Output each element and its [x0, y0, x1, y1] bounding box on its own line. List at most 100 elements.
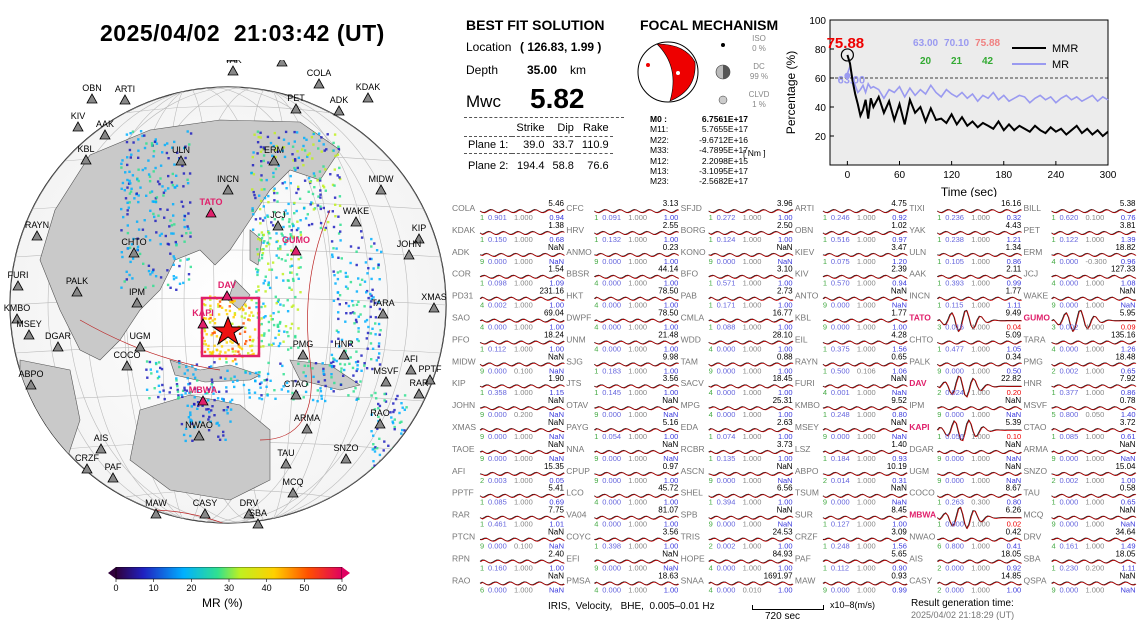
- station-marker[interactable]: RAYN: [25, 220, 49, 241]
- waveform-trace[interactable]: COR 1.54 1 0.098 1.000 1.09: [452, 265, 565, 288]
- waveform-trace[interactable]: HKT 78.50 4 0.000 1.000 1.00: [566, 287, 679, 310]
- waveform-trace[interactable]: BFO 3.10 1 0.571 1.000 1.00: [681, 265, 794, 288]
- station-marker[interactable]: COCO: [114, 350, 141, 371]
- station-marker[interactable]: OBN: [82, 83, 102, 104]
- waveform-trace[interactable]: SNZO 15.04 2 0.002 1.000 1.00: [1024, 462, 1137, 485]
- station-marker[interactable]: KIV: [71, 111, 86, 132]
- waveform-trace[interactable]: SPB NaN 9 0.000 1.000 NaN: [681, 506, 794, 529]
- station-marker[interactable]: SNZO: [333, 443, 359, 464]
- waveform-trace[interactable]: AFI 15.35 2 0.003 1.000 0.05: [452, 462, 565, 485]
- waveform-trace[interactable]: CMLA 16.77 1 0.088 1.000 1.00: [681, 309, 794, 332]
- station-marker[interactable]: NWAO: [185, 420, 213, 441]
- waveform-trace[interactable]: SJG 9.98 1 0.183 1.000 1.00: [566, 352, 679, 375]
- station-marker[interactable]: ERM: [264, 145, 284, 166]
- waveform-trace[interactable]: EDA 2.63 1 0.074 1.000 1.00: [681, 418, 794, 441]
- waveform-trace[interactable]: CFC 3.13 1 0.091 1.000 1.00: [566, 199, 680, 222]
- waveform-trace[interactable]: CPUP 0.97 9 0.000 1.000 1.00: [566, 462, 680, 485]
- waveform-trace[interactable]: INCN 1.77 1 0.115 1.000 1.11: [909, 287, 1022, 310]
- station-marker[interactable]: KBL: [77, 144, 95, 165]
- station-marker[interactable]: CRZF: [75, 453, 99, 474]
- station-marker[interactable]: WAKE: [343, 206, 369, 227]
- station-marker[interactable]: KDAK: [356, 82, 381, 103]
- waveform-trace[interactable]: BORG 2.50 1 0.124 1.000 1.00: [681, 221, 794, 244]
- waveform-trace[interactable]: FURI NaN 4 0.001 1.000 NaN: [795, 374, 908, 397]
- station-marker[interactable]: PPTF: [418, 364, 442, 385]
- waveform-trace[interactable]: JCJ 127.33 4 0.000 1.000 1.08: [1024, 265, 1137, 288]
- waveform-trace[interactable]: AAK 2.11 1 0.393 1.000 0.99: [909, 265, 1022, 288]
- waveform-trace[interactable]: MSEY NaN 9 0.000 1.000 NaN: [795, 418, 908, 441]
- waveform-trace[interactable]: OTAV NaN 9 0.000 1.000 NaN: [566, 396, 680, 419]
- station-marker[interactable]: YAK: [224, 55, 242, 76]
- waveform-trace[interactable]: HNR 7.92 1 0.377 1.000 0.86: [1024, 374, 1137, 397]
- station-marker[interactable]: CASY: [193, 498, 218, 519]
- waveform-trace[interactable]: ULN 1.34 1 0.105 1.000 0.86: [909, 243, 1022, 266]
- waveform-trace[interactable]: CASY 14.85 2 0.000 1.000 1.00: [909, 571, 1022, 594]
- waveform-trace[interactable]: BBSR 44.14 4 0.000 1.000 1.00: [566, 265, 680, 288]
- waveform-trace[interactable]: VA04 81.07 4 0.000 1.000 1.00: [566, 506, 680, 529]
- station-marker[interactable]: KIP: [412, 223, 427, 244]
- waveform-trace[interactable]: KONO NaN 9 0.000 1.000 NaN: [681, 243, 794, 266]
- station-marker[interactable]: ADK: [330, 95, 349, 116]
- station-marker[interactable]: KAPI: [192, 308, 214, 329]
- waveform-trace[interactable]: EFI NaN 9 0.000 1.000 NaN: [566, 549, 679, 572]
- waveform-trace[interactable]: SHEL 6.56 1 0.394 1.000 1.00: [681, 484, 794, 507]
- waveform-trace[interactable]: TARA 135.16 4 0.000 1.000 1.26: [1024, 330, 1137, 353]
- waveform-trace[interactable]: PMSA 18.63 4 0.000 1.000 1.00: [566, 571, 680, 594]
- waveform-trace[interactable]: SBA 18.05 1 0.230 0.200 1.11: [1024, 549, 1137, 572]
- waveform-trace[interactable]: ARMA NaN 9 0.000 1.000 NaN: [1024, 440, 1137, 463]
- waveform-trace[interactable]: TRIS 24.53 2 0.002 1.000 1.00: [681, 528, 794, 551]
- waveform-trace[interactable]: COLA 5.46 1 0.901 1.000 0.94: [452, 199, 565, 222]
- waveform-trace[interactable]: KMBO 9.52 1 0.248 1.000 0.80: [795, 396, 908, 419]
- waveform-trace[interactable]: MAW 0.93 9 0.000 1.000 0.99: [795, 571, 908, 594]
- waveform-trace[interactable]: AIS 18.05 2 0.000 1.000 0.92: [909, 549, 1022, 572]
- waveform-trace[interactable]: GUMO 5.95 3 0.002 1.000 0.09: [1024, 309, 1137, 333]
- station-marker[interactable]: PET: [287, 93, 305, 114]
- waveform-trace[interactable]: MBWA 6.26 1 0.800 1.000 0.02: [909, 506, 1022, 530]
- station-marker[interactable]: RAO: [370, 408, 390, 429]
- waveform-trace[interactable]: KDAK 1.38 1 0.150 1.000 0.68: [452, 221, 565, 244]
- station-marker[interactable]: MBWA: [189, 385, 218, 406]
- station-marker[interactable]: JCJ: [270, 210, 286, 231]
- waveform-trace[interactable]: MPG 25.31 4 0.000 1.000 1.00: [681, 396, 794, 419]
- waveform-trace[interactable]: EIL 4.28 1 0.375 1.000 1.56: [795, 330, 908, 353]
- waveform-trace[interactable]: YAK 4.43 1 0.238 1.000 1.21: [909, 221, 1022, 244]
- waveform-trace[interactable]: JTS 3.56 1 0.145 1.000 1.00: [566, 374, 680, 397]
- globe-map[interactable]: TIXIBILLYAKCOLAKDAKADKPETOBNARTIKIVAAKUL…: [0, 41, 450, 560]
- waveform-trace[interactable]: TSUM NaN 9 0.000 1.000 NaN: [795, 484, 908, 507]
- waveform-trace[interactable]: PAYG 5.16 1 0.054 1.000 1.00: [566, 418, 679, 441]
- waveform-trace[interactable]: PPTF 5.41 1 0.085 1.000 0.69: [452, 484, 565, 507]
- station-marker[interactable]: TAU: [277, 448, 295, 469]
- waveform-trace[interactable]: MIDW NaN 9 0.000 0.100 NaN: [452, 352, 565, 375]
- station-marker[interactable]: GUMO: [282, 235, 310, 256]
- waveform-trace[interactable]: NNA NaN 9 0.000 1.000 NaN: [566, 440, 680, 463]
- waveform-trace[interactable]: KBL 1.77 9 0.000 1.000 1.00: [795, 309, 908, 332]
- station-marker[interactable]: KMBO: [4, 303, 31, 324]
- station-marker[interactable]: MCQ: [283, 477, 304, 498]
- station-marker[interactable]: PMG: [293, 339, 314, 360]
- waveform-trace[interactable]: BILL 5.38 1 0.620 0.100 0.76: [1024, 199, 1137, 222]
- station-marker[interactable]: TARA: [371, 298, 395, 319]
- station-marker[interactable]: AFI: [404, 354, 418, 375]
- station-marker[interactable]: DRV: [240, 498, 259, 519]
- waveform-trace[interactable]: WAKE NaN 9 0.000 1.000 NaN: [1024, 287, 1137, 310]
- waveform-trace[interactable]: PTCN NaN 9 0.000 0.100 NaN: [452, 528, 565, 551]
- waveform-trace[interactable]: PAF 5.65 1 0.112 1.000 0.90: [795, 549, 908, 572]
- waveform-trace[interactable]: PD31 231.16 4 0.002 1.000 1.00: [452, 287, 565, 310]
- waveform-trace[interactable]: CHTO 5.09 1 0.477 1.000 1.05: [909, 330, 1022, 353]
- waveform-trace[interactable]: SFJD 3.96 1 0.272 1.000 1.00: [681, 199, 794, 222]
- waveform-trace[interactable]: MSVF 0.78 5 0.800 0.050 1.40: [1024, 396, 1137, 419]
- station-marker[interactable]: BILL: [273, 46, 292, 67]
- waveform-trace[interactable]: KIV 2.39 1 0.570 1.000 0.94: [795, 265, 908, 288]
- station-marker[interactable]: AIS: [94, 433, 109, 454]
- waveform-trace[interactable]: ANMO 0.23 9 0.000 1.000 1.00: [566, 243, 680, 266]
- station-marker[interactable]: AAK: [96, 119, 114, 140]
- waveform-trace[interactable]: SNAA 1691.97 4 0.000 0.010 1.00: [681, 571, 794, 594]
- waveform-trace[interactable]: PMG 18.48 2 0.002 1.000 0.65: [1024, 352, 1137, 375]
- waveform-trace[interactable]: PET 3.81 1 0.122 1.000 1.39: [1024, 221, 1137, 244]
- station-marker[interactable]: PAF: [105, 462, 122, 483]
- station-marker[interactable]: INCN: [217, 174, 239, 195]
- waveform-trace[interactable]: ARTI 4.75 1 0.246 1.000 0.92: [795, 199, 908, 222]
- station-marker[interactable]: DGAR: [45, 331, 72, 352]
- station-marker[interactable]: TATO: [200, 197, 223, 218]
- waveform-trace[interactable]: LSZ 1.40 1 0.184 1.000 0.93: [795, 440, 908, 463]
